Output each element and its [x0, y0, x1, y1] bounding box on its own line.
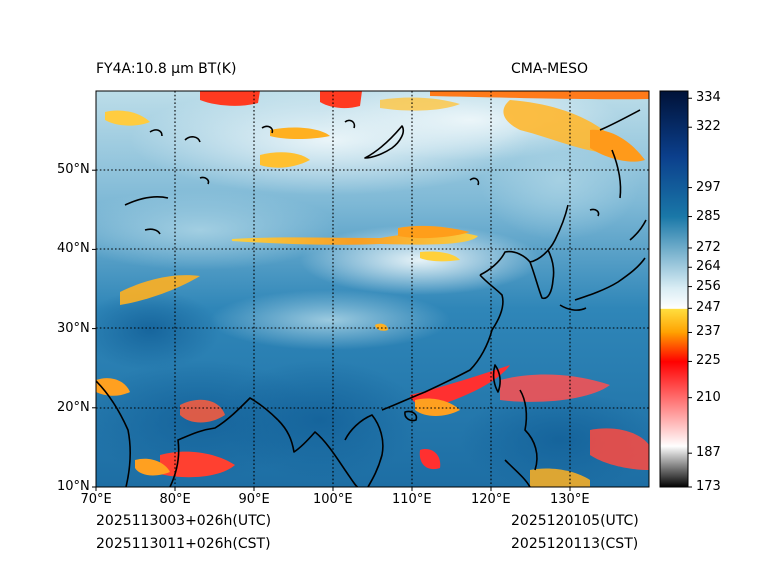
colorbar-segment [660, 308, 688, 333]
lon-tick-label: 70°E [80, 492, 112, 507]
lat-tick-label: 30°N [57, 320, 90, 336]
lon-tick-label: 90°E [238, 492, 270, 507]
lon-tick-label: 130°E [550, 492, 590, 507]
colorbar-segment [660, 216, 688, 288]
lat-tick-label: 50°N [57, 162, 90, 178]
colorbar [659, 90, 692, 488]
product-title: FY4A:10.8 µm BT(K) [96, 61, 237, 77]
colorbar-tick-label: 322 [696, 119, 721, 135]
init-time-utc: 2025113003+026h(UTC) [96, 513, 272, 529]
colorbar-segment [660, 156, 688, 218]
colorbar-tick-label: 210 [696, 389, 721, 405]
colorbar-segment [660, 91, 688, 157]
colorbar-segment [660, 332, 688, 362]
colorbar-tick-label: 334 [696, 90, 721, 106]
colorbar-tick-label: 297 [696, 179, 721, 195]
colorbar-tick-label: 272 [696, 239, 721, 255]
init-time-cst: 2025113011+026h(CST) [96, 536, 271, 552]
colorbar-tick-label: 225 [696, 353, 721, 369]
lat-tick-label: 20°N [57, 399, 90, 415]
model-name: CMA-MESO [511, 61, 589, 77]
valid-time-utc: 2025120105(UTC) [511, 513, 639, 529]
coastlines [96, 109, 647, 487]
colorbar-tick-label: 247 [696, 300, 721, 316]
colorbar-segment [660, 286, 688, 309]
colorbar-tick-label: 256 [696, 278, 721, 294]
axis-ticks [92, 169, 571, 491]
colorbar-tick-label: 187 [696, 445, 721, 461]
colorbar-tick-label: 285 [696, 208, 721, 224]
colorbar-frame [659, 90, 689, 488]
lon-tick-label: 100°E [313, 492, 353, 507]
lon-tick-label: 120°E [471, 492, 511, 507]
colorbar-tick-label: 237 [696, 324, 721, 340]
valid-time-cst: 2025120113(CST) [511, 536, 639, 552]
lat-tick-label: 10°N [57, 479, 90, 494]
graticule [96, 91, 649, 487]
lat-tick-label: 40°N [57, 241, 90, 257]
satellite-image [96, 91, 649, 487]
colorbar-segment [660, 445, 688, 488]
colorbar-tick-label: 173 [696, 479, 721, 494]
colorbar-segment [660, 361, 688, 447]
lon-tick-label: 80°E [159, 492, 191, 507]
map-frame [95, 90, 650, 488]
lon-tick-label: 110°E [392, 492, 432, 507]
colorbar-tick-label: 264 [696, 259, 721, 275]
